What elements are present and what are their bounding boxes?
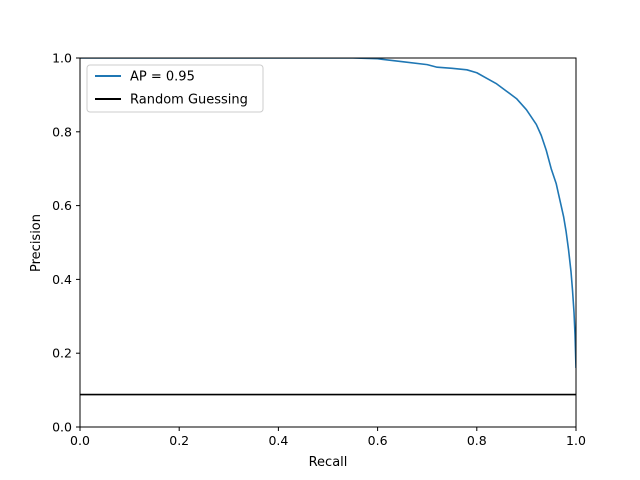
y-tick-label: 0.6 [52,198,72,213]
x-tick-label: 0.0 [70,433,90,448]
x-tick-label: 0.4 [268,433,288,448]
x-tick-label: 1.0 [566,433,586,448]
legend-label-1: Random Guessing [130,93,248,108]
y-axis-label: Precision [29,214,44,272]
plot-area [80,58,576,396]
x-axis-label: Recall [309,455,348,470]
x-tick-label: 0.6 [368,433,388,448]
y-tick-label: 0.2 [52,346,72,361]
y-tick-label: 0.4 [52,272,72,287]
series-line-0 [80,58,576,368]
legend-label-0: AP = 0.95 [130,70,195,85]
legend: AP = 0.95 Random Guessing [86,64,264,113]
y-tick-label: 0.0 [52,420,72,435]
x-tick-label: 0.8 [467,433,487,448]
x-tick-label: 0.2 [169,433,189,448]
y-tick-label: 1.0 [52,51,72,66]
legend-box [86,64,264,113]
axes-frame [79,57,577,428]
y-tick-label: 0.8 [52,124,72,139]
axes: 0.0 0.2 0.4 0.6 0.8 1.0 0.0 0.2 0.4 0.6 0.8 1.0 [52,51,586,449]
